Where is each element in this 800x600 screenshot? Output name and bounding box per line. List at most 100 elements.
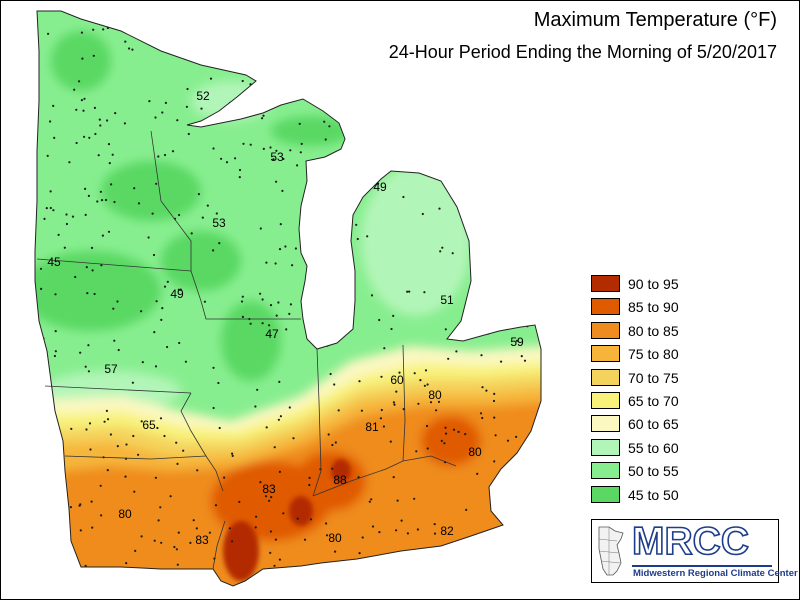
station-dot (275, 180, 278, 183)
station-dot (125, 443, 128, 446)
station-dot (464, 433, 467, 436)
station-dot (347, 54, 350, 57)
station-dot (94, 132, 97, 136)
station-dot (530, 274, 533, 277)
legend-swatch (591, 345, 620, 363)
station-dot (155, 300, 158, 303)
station-dot (517, 198, 520, 201)
station-value-label: 83 (262, 482, 276, 496)
station-dot (159, 417, 163, 420)
station-dot (432, 173, 435, 176)
station-dot (371, 525, 375, 528)
station-dot (325, 534, 329, 537)
station-dot (285, 71, 288, 74)
station-dot (279, 223, 282, 226)
station-dot (153, 539, 156, 542)
station-dot (528, 560, 531, 564)
station-dot (468, 297, 471, 300)
station-dot (137, 202, 141, 205)
station-value-label: 47 (265, 327, 279, 341)
station-dot (52, 209, 55, 212)
region-outline (34, 10, 542, 587)
station-dot (166, 345, 169, 349)
station-dot (124, 40, 127, 43)
station-dot (234, 157, 237, 160)
station-dot (331, 443, 334, 447)
station-dot (96, 200, 99, 203)
station-dot (526, 65, 529, 68)
station-dot (529, 22, 532, 25)
station-dot (334, 441, 337, 444)
station-dot (85, 266, 88, 269)
station-dot (249, 322, 252, 325)
station-dot (133, 490, 136, 493)
station-dot (392, 401, 395, 404)
station-dot (289, 303, 292, 306)
station-dot (351, 156, 354, 159)
station-dot (112, 307, 115, 310)
station-dot (426, 383, 429, 386)
station-dot (84, 187, 87, 190)
logo-wordmark: MRCC (631, 519, 750, 564)
station-dot (53, 354, 57, 358)
station-dot (271, 106, 274, 109)
station-dot (460, 71, 463, 74)
legend-swatch (591, 368, 620, 386)
station-dot (171, 150, 175, 153)
station-dot (364, 142, 368, 145)
station-value-label: 81 (365, 420, 379, 434)
station-dot (494, 434, 497, 437)
map-subtitle: 24-Hour Period Ending the Morning of 5/2… (388, 42, 777, 62)
station-dot (374, 21, 377, 24)
station-value-label: 88 (333, 473, 347, 487)
legend-label: 80 to 85 (628, 322, 679, 339)
station-dot (172, 51, 175, 54)
station-dot (294, 247, 297, 250)
station-dot (411, 139, 414, 142)
station-dot (383, 347, 386, 350)
station-dot (212, 406, 215, 410)
station-dot (298, 122, 301, 125)
station-dot (261, 322, 264, 325)
station-dot (223, 476, 226, 479)
station-dot (160, 318, 163, 321)
station-dot (274, 262, 277, 265)
station-dot (161, 307, 164, 310)
station-dot (282, 512, 285, 515)
station-dot (380, 375, 383, 378)
station-dot (234, 37, 238, 40)
station-dot (49, 206, 52, 210)
station-dot (333, 277, 336, 281)
legend-label: 50 to 55 (628, 463, 679, 480)
station-dot (334, 245, 337, 249)
station-dot (261, 117, 264, 120)
station-dot (385, 83, 388, 87)
station-dot (131, 381, 134, 384)
station-dot (48, 452, 51, 455)
station-dot (423, 384, 426, 387)
station-dot (506, 439, 510, 442)
legend: 90 to 95 85 to 90 80 to 85 75 to 80 70 t… (591, 273, 711, 507)
station-dot (92, 54, 95, 57)
station-dot (272, 158, 275, 161)
station-dot (45, 207, 48, 210)
station-dot (154, 476, 157, 479)
station-dot (173, 545, 176, 549)
legend-item: 45 to 50 (591, 484, 711, 507)
station-dot (515, 339, 519, 342)
station-dot (355, 223, 358, 226)
station-dot (465, 508, 468, 511)
station-dot (124, 475, 127, 478)
station-dot (485, 389, 488, 392)
station-dot (358, 380, 361, 383)
station-dot (332, 262, 335, 265)
station-dot (375, 174, 378, 177)
station-dot (406, 532, 409, 535)
station-dot (329, 372, 332, 376)
station-dot (334, 57, 337, 60)
station-dot (500, 360, 503, 363)
station-dot (153, 331, 156, 334)
station-dot (310, 48, 313, 52)
station-dot (87, 344, 90, 347)
